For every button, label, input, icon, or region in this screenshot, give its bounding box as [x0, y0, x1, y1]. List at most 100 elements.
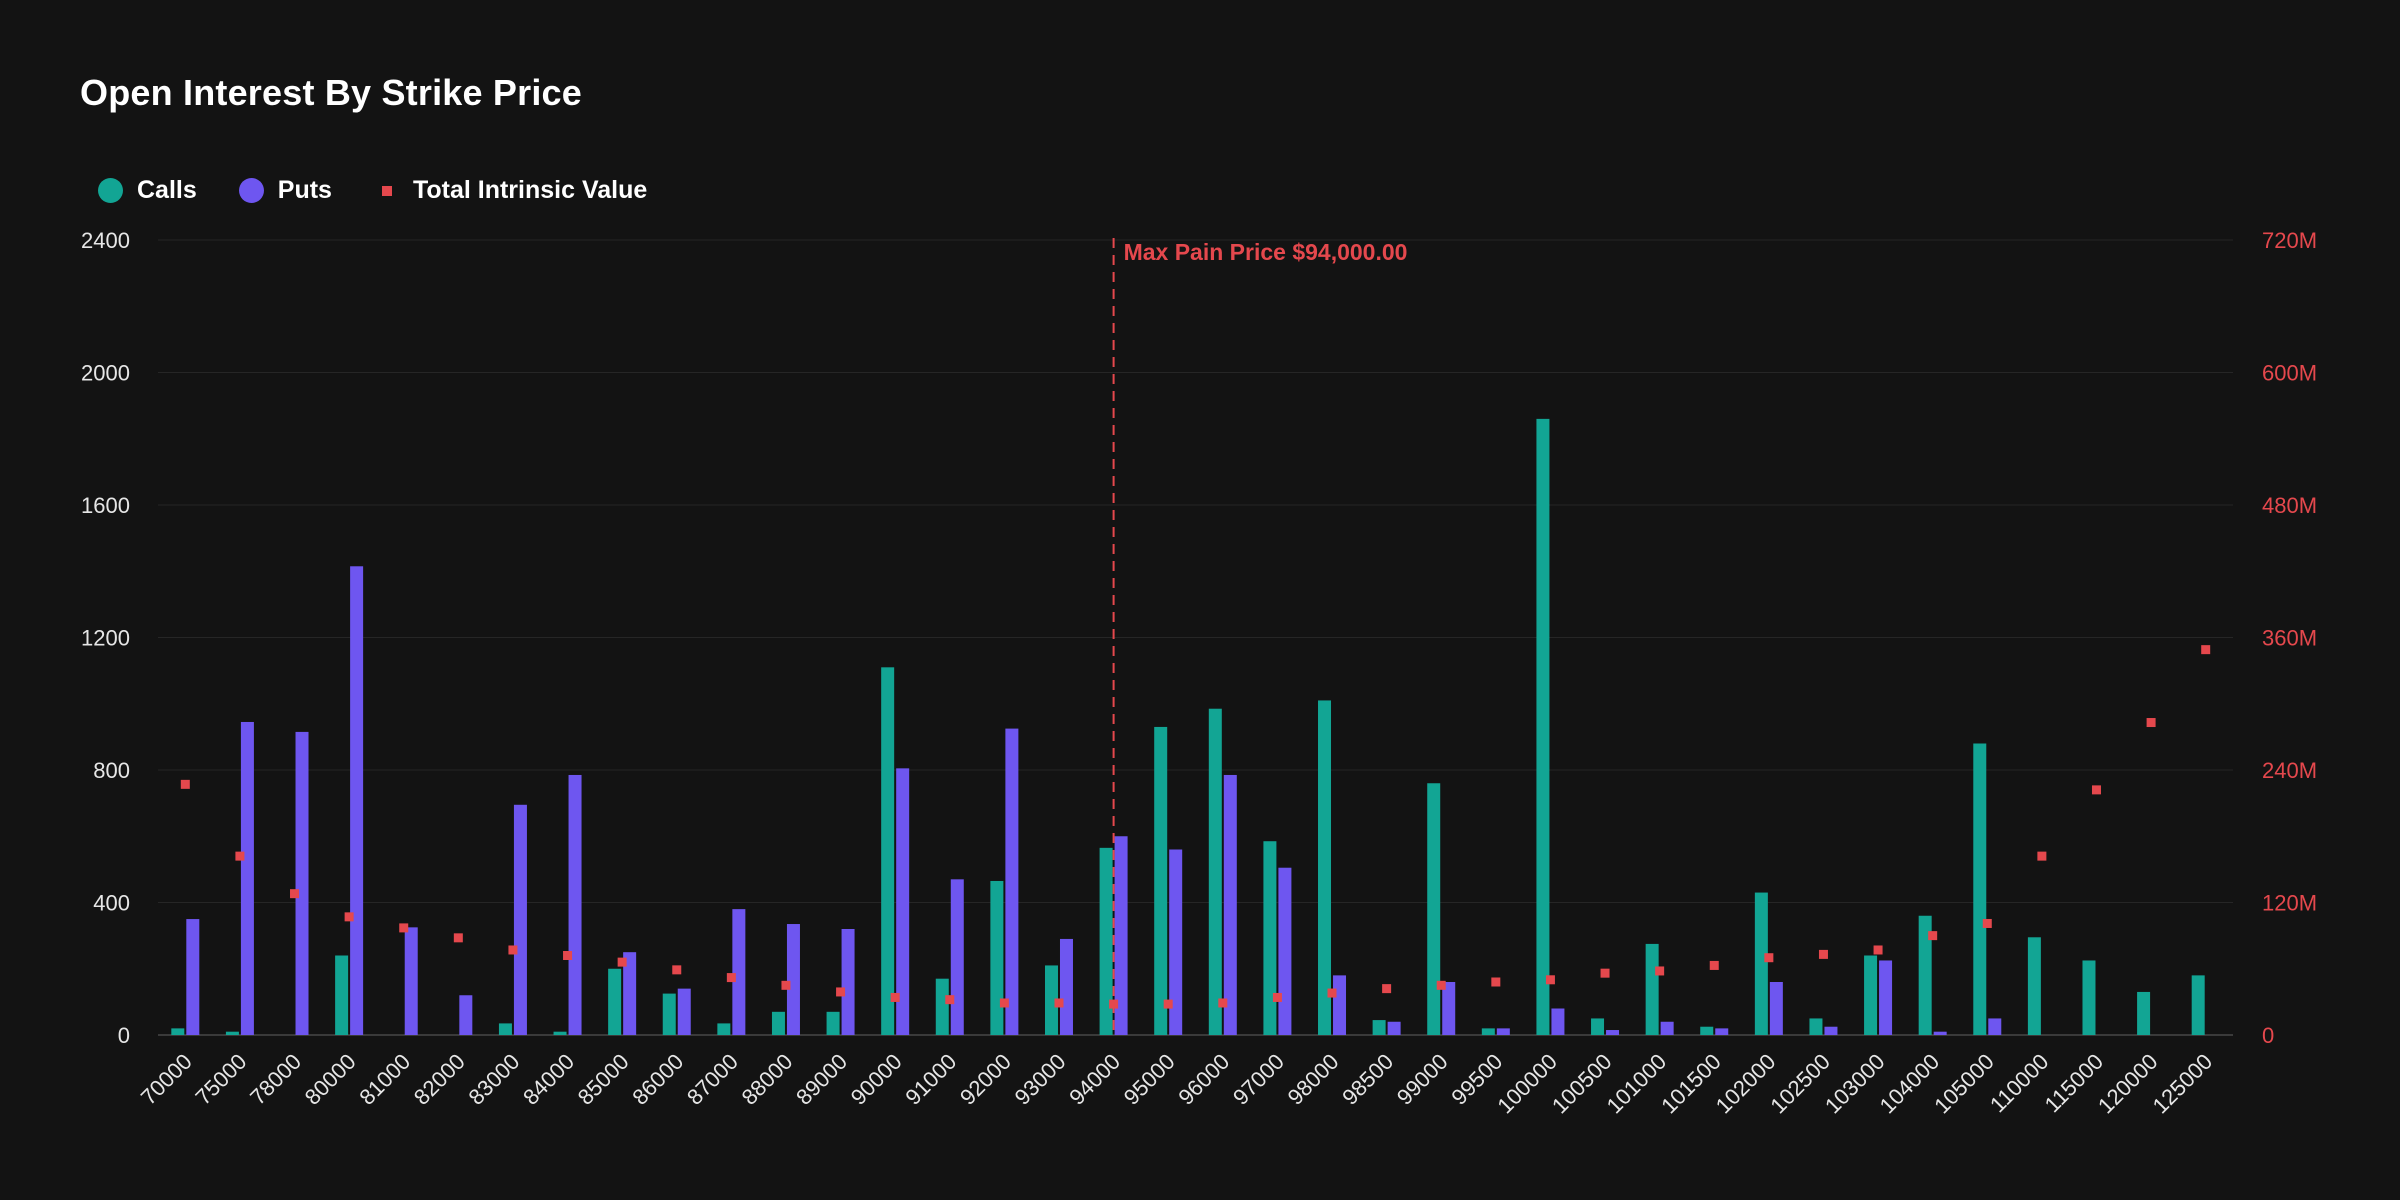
x-tick-label: 100500	[1547, 1049, 1617, 1119]
y-left-tick-label: 0	[118, 1023, 130, 1048]
puts-bar	[1169, 849, 1183, 1035]
puts-bar	[513, 804, 527, 1035]
x-tick-label: 101500	[1656, 1049, 1726, 1119]
legend-item-calls[interactable]: Calls	[98, 176, 197, 205]
calls-bar	[2191, 975, 2205, 1035]
intrinsic-swatch	[381, 185, 392, 196]
x-tick-label: 93000	[1010, 1049, 1071, 1110]
x-tick-label: 110000	[1985, 1049, 2053, 1117]
x-tick-label: 96000	[1173, 1049, 1234, 1110]
puts-bar	[950, 879, 964, 1035]
intrinsic-point	[1436, 980, 1446, 990]
intrinsic-point	[1382, 984, 1392, 994]
legend-item-intrinsic[interactable]: Total Intrinsic Value	[374, 176, 647, 205]
puts-bar	[1824, 1026, 1838, 1035]
calls-bar	[553, 1031, 567, 1035]
calls-bar	[1372, 1020, 1386, 1035]
calls-bar	[1536, 418, 1550, 1035]
y-right-tick-label: 360M	[2262, 626, 2317, 651]
calls-bar	[171, 1028, 185, 1035]
calls-bar	[717, 1023, 731, 1035]
puts-bar	[459, 995, 473, 1035]
calls-bar	[935, 978, 949, 1035]
intrinsic-point	[1709, 960, 1719, 970]
intrinsic-point	[1982, 918, 1992, 928]
x-tick-label: 115000	[2040, 1049, 2108, 1117]
intrinsic-point	[2146, 718, 2156, 728]
calls-bar	[1099, 847, 1113, 1035]
puts-bar	[1223, 774, 1237, 1035]
puts-bar	[677, 988, 691, 1035]
intrinsic-point	[453, 933, 463, 943]
y-right-tick-label: 240M	[2262, 758, 2317, 783]
calls-bar	[1809, 1018, 1823, 1035]
intrinsic-point	[2201, 645, 2211, 655]
x-tick-label: 120000	[2093, 1049, 2163, 1119]
y-left-tick-label: 1600	[81, 493, 130, 518]
calls-bar	[498, 1023, 512, 1035]
x-tick-label: 94000	[1064, 1049, 1125, 1110]
intrinsic-point	[1491, 977, 1501, 987]
legend: Calls Puts Total Intrinsic Value	[98, 176, 689, 205]
puts-bar	[1606, 1030, 1620, 1035]
puts-bar	[1933, 1031, 1947, 1035]
calls-bar	[1154, 726, 1168, 1035]
calls-bar	[1754, 892, 1768, 1035]
intrinsic-point	[1764, 953, 1774, 963]
y-right-tick-label: 600M	[2262, 361, 2317, 386]
x-tick-label: 78000	[245, 1049, 306, 1110]
puts-bar	[1278, 867, 1292, 1035]
intrinsic-point	[945, 995, 955, 1005]
puts-bar	[404, 927, 418, 1035]
x-tick-label: 84000	[518, 1049, 579, 1110]
intrinsic-point	[2037, 851, 2047, 861]
puts-bar	[732, 909, 746, 1035]
calls-bar	[1263, 841, 1277, 1035]
puts-bar	[1496, 1028, 1510, 1035]
calls-bar	[1918, 915, 1932, 1035]
intrinsic-point	[2091, 785, 2101, 795]
puts-bar	[896, 768, 910, 1035]
calls-bar	[1700, 1026, 1714, 1035]
intrinsic-point	[290, 889, 300, 899]
puts-bar	[1715, 1028, 1729, 1035]
x-tick-label: 98500	[1337, 1049, 1398, 1110]
x-tick-label: 80000	[300, 1049, 361, 1110]
x-tick-label: 99000	[1392, 1049, 1453, 1110]
puts-bar	[350, 566, 364, 1035]
x-tick-label: 82000	[409, 1049, 470, 1110]
intrinsic-point	[836, 987, 846, 997]
intrinsic-point	[344, 912, 354, 922]
intrinsic-point	[890, 992, 900, 1002]
y-left-tick-label: 1200	[81, 626, 130, 651]
puts-bar	[295, 731, 309, 1035]
intrinsic-point	[399, 923, 409, 933]
y-left-tick-label: 2400	[81, 228, 130, 253]
puts-swatch	[238, 178, 264, 203]
page-title: Open Interest By Strike Price	[80, 72, 582, 113]
x-tick-label: 88000	[737, 1049, 798, 1110]
x-tick-label: 75000	[190, 1049, 251, 1110]
legend-label-puts: Puts	[277, 176, 332, 204]
legend-item-puts[interactable]: Puts	[238, 176, 332, 205]
calls-bar	[1645, 943, 1659, 1035]
x-tick-label: 103000	[1820, 1049, 1890, 1119]
intrinsic-point	[1655, 966, 1665, 976]
puts-bar	[1769, 982, 1783, 1035]
y-left-tick-label: 800	[93, 758, 130, 783]
calls-bar	[225, 1031, 239, 1035]
calls-bar	[881, 667, 895, 1035]
x-tick-label: 101000	[1602, 1049, 1672, 1119]
intrinsic-point	[617, 957, 627, 967]
intrinsic-point	[508, 945, 518, 955]
puts-bar	[1333, 975, 1347, 1035]
calls-bar	[826, 1011, 840, 1035]
y-right-tick-label: 720M	[2262, 228, 2317, 253]
y-left-tick-label: 2000	[81, 361, 130, 386]
intrinsic-point	[781, 980, 791, 990]
calls-bar	[1427, 783, 1441, 1035]
calls-bar	[2082, 960, 2096, 1035]
puts-bar	[1988, 1018, 2002, 1035]
x-tick-label: 83000	[464, 1049, 525, 1110]
